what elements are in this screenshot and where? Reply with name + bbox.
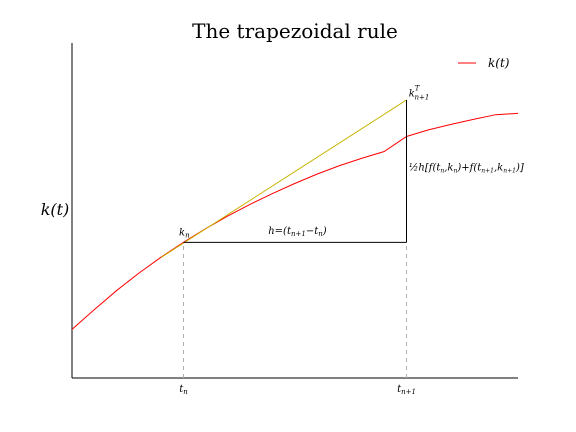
chart-title: The trapezoidal rule: [192, 19, 398, 43]
legend-label: k(t): [488, 56, 510, 70]
tangent-line: [160, 99, 407, 258]
plot-area: [71, 43, 519, 379]
legend: k(t): [458, 56, 510, 70]
annotation-kn1-T: kT n+1: [409, 85, 430, 102]
annotations: kn kT n+1 h=(tn+1−tn) ½h[f(tn,kn)+f(tn+1,…: [179, 85, 524, 240]
y-axis-label: k(t): [41, 200, 70, 219]
x-tick-label-tn: tn: [179, 384, 188, 396]
annotation-step-h: h=(tn+1−tn): [268, 226, 327, 238]
annotation-kn: kn: [179, 228, 190, 240]
series-line-k-t: [71, 112, 519, 330]
annotation-trapezoid-formula: ½h[f(tn,kn)+f(tn+1,kn+1)]: [409, 162, 524, 174]
x-ticks: tn tn+1: [179, 384, 416, 396]
x-tick-label-tn1: tn+1: [397, 384, 416, 396]
